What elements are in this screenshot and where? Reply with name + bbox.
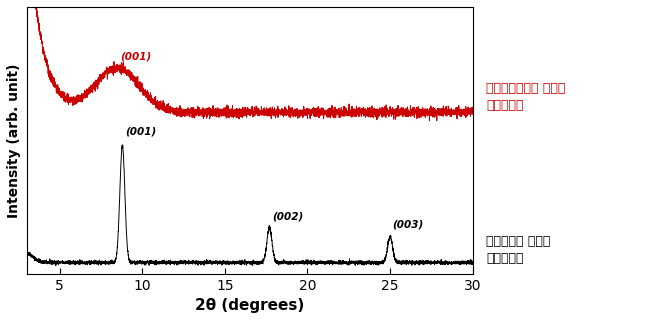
Text: (001): (001) [121, 51, 152, 61]
Y-axis label: Intensity (arb. unit): Intensity (arb. unit) [7, 63, 21, 218]
Text: (003): (003) [392, 220, 423, 230]
Text: 전도성고분자가 도입된
나노구조체: 전도성고분자가 도입된 나노구조체 [486, 82, 566, 112]
Text: 황산이온이 담지된
나노구조체: 황산이온이 담지된 나노구조체 [486, 235, 550, 265]
X-axis label: 2θ (degrees): 2θ (degrees) [195, 298, 304, 313]
Text: (002): (002) [272, 212, 303, 221]
Text: (001): (001) [125, 127, 156, 137]
